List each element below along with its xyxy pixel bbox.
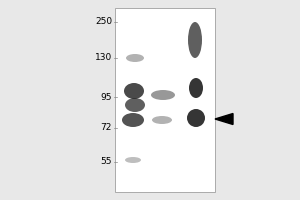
Ellipse shape (126, 54, 144, 62)
Text: 72: 72 (100, 123, 112, 132)
Text: 250: 250 (95, 18, 112, 26)
Ellipse shape (187, 109, 205, 127)
Ellipse shape (122, 113, 144, 127)
Ellipse shape (125, 98, 145, 112)
Ellipse shape (151, 90, 175, 100)
Text: 55: 55 (100, 158, 112, 166)
Bar (115, 8, 215, 192)
Text: 95: 95 (100, 92, 112, 102)
Ellipse shape (189, 78, 203, 98)
Text: 130: 130 (95, 53, 112, 62)
Ellipse shape (152, 116, 172, 124)
Ellipse shape (124, 83, 144, 99)
Ellipse shape (125, 157, 141, 163)
FancyArrow shape (215, 114, 233, 124)
Ellipse shape (188, 22, 202, 58)
